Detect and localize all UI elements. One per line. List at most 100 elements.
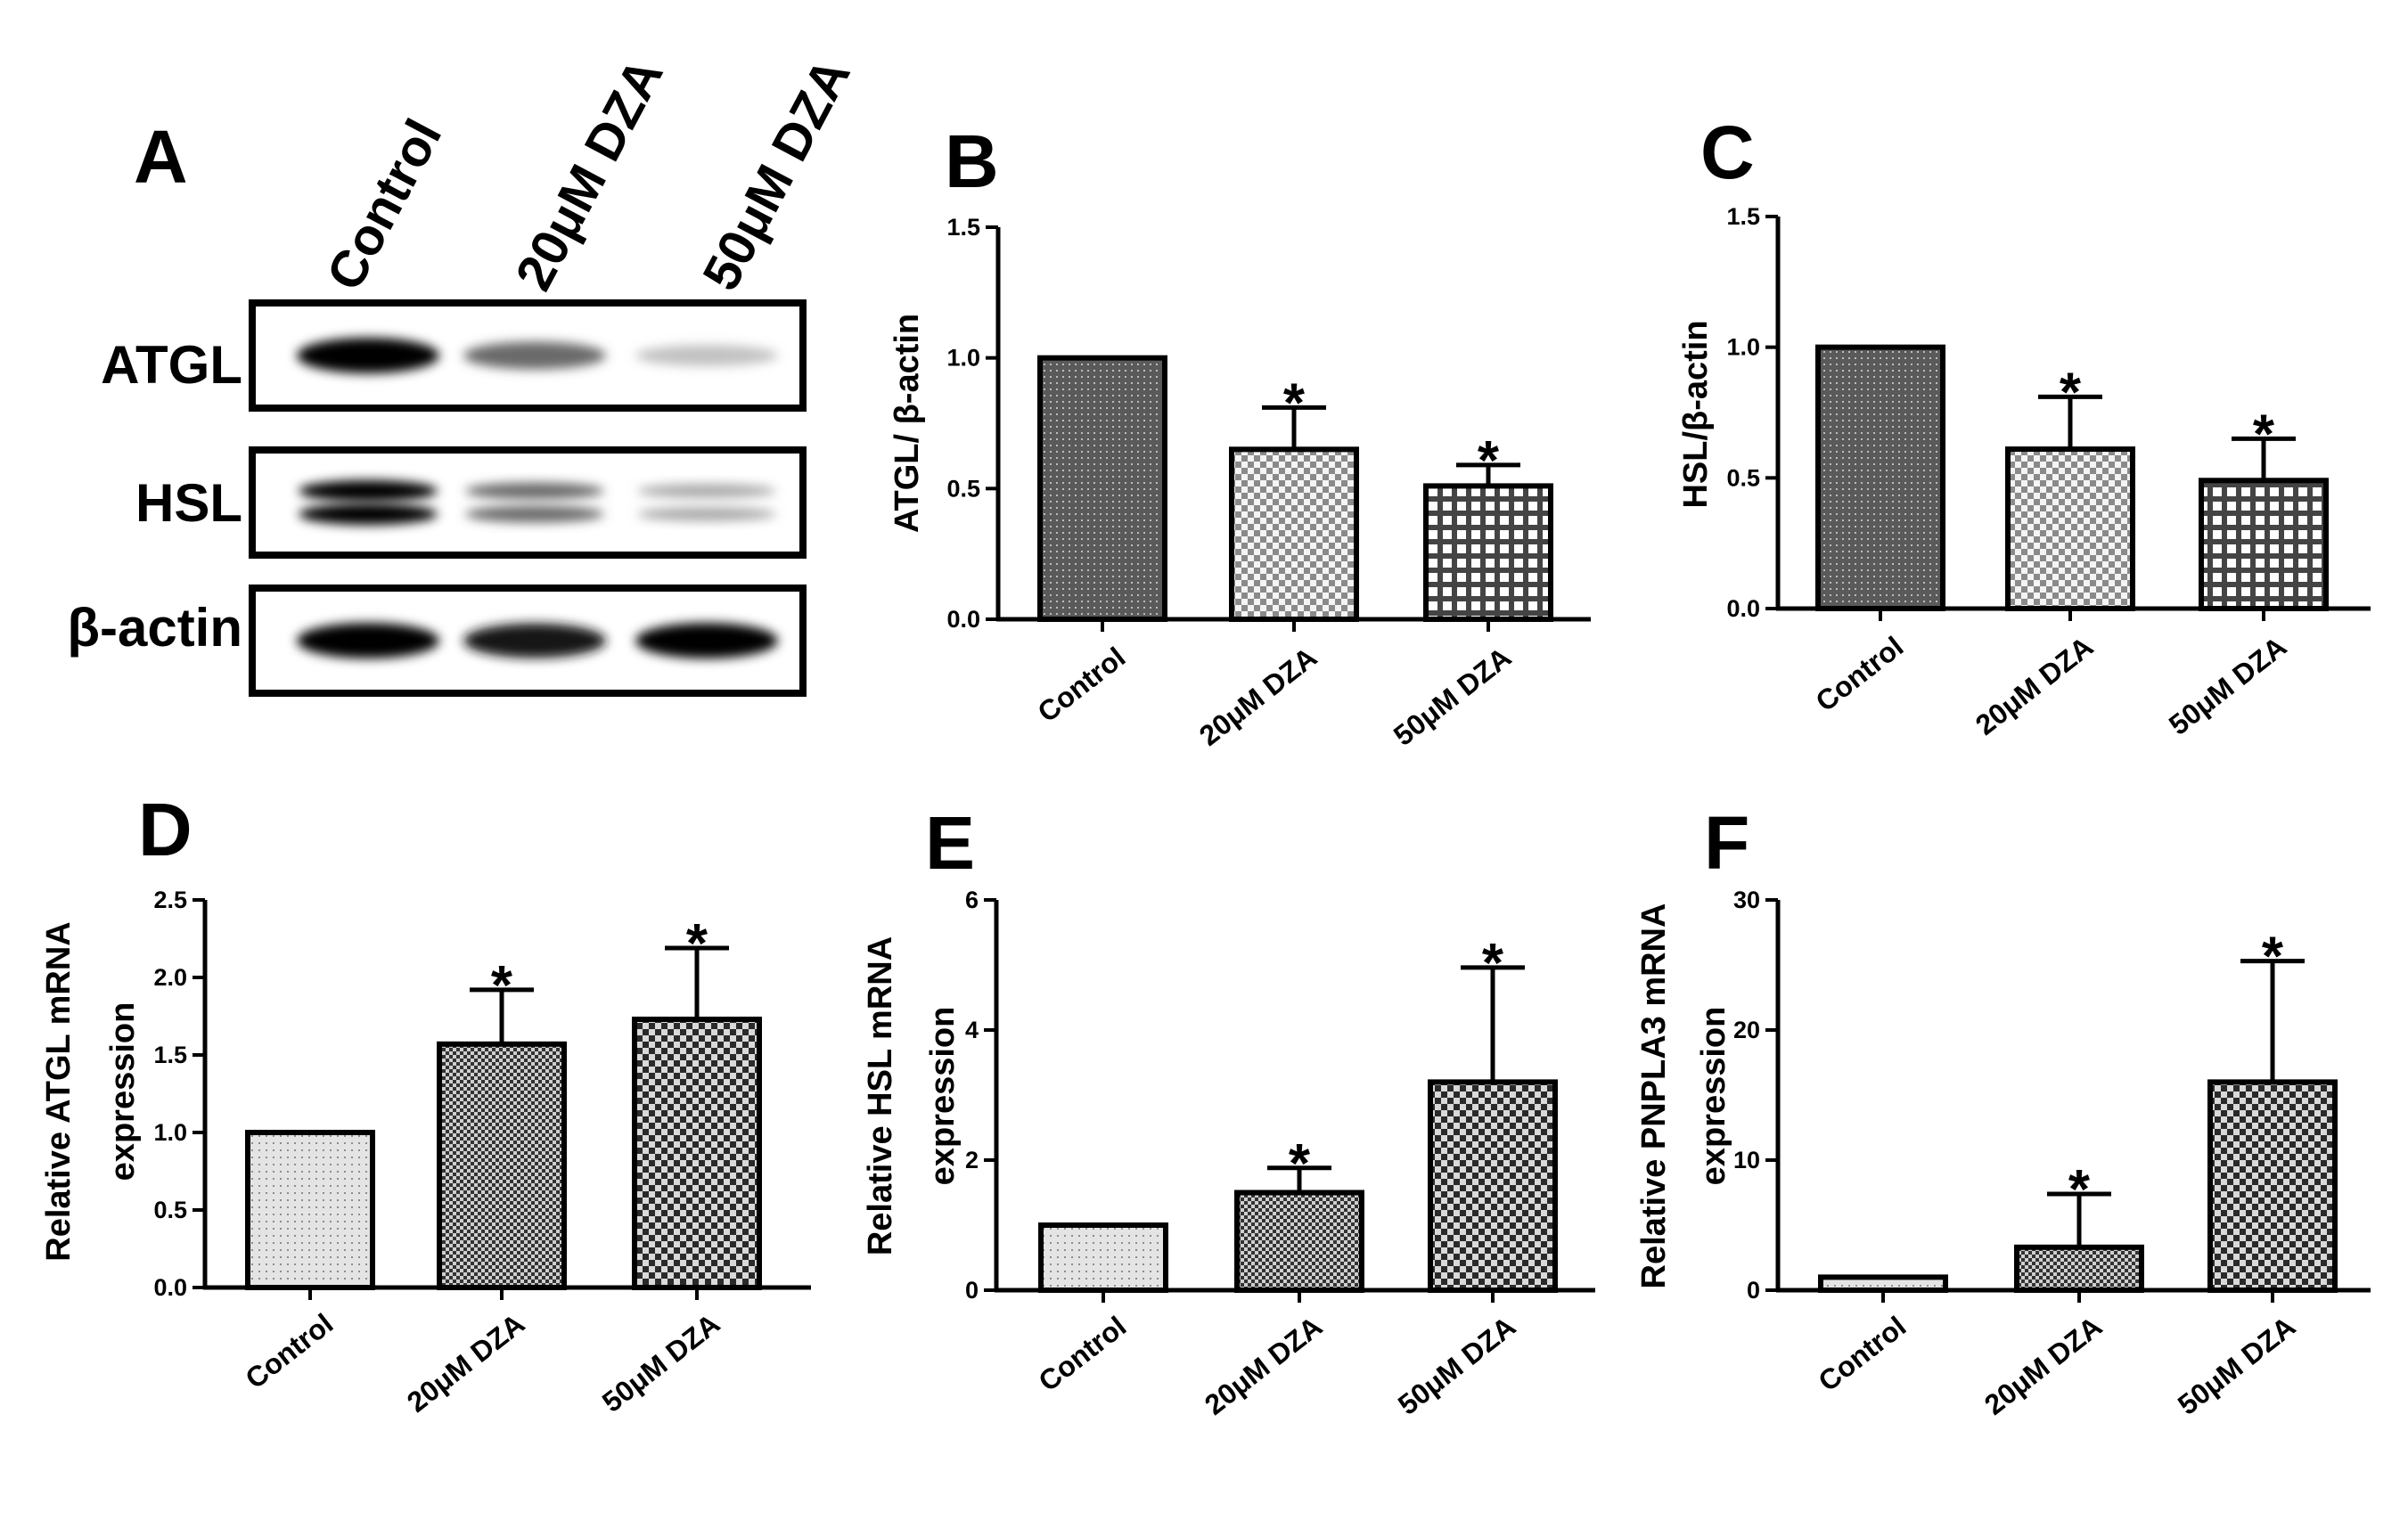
y-axis-label-line2: expression bbox=[1695, 1007, 1732, 1186]
category-label: Control bbox=[1813, 1310, 1912, 1397]
blot-band bbox=[635, 345, 778, 366]
significance-marker: * bbox=[2253, 404, 2275, 465]
y-tick-label: 0.5 bbox=[946, 475, 980, 502]
category-label: 50μM DZA bbox=[2163, 630, 2292, 741]
category-label: 50μM DZA bbox=[2172, 1310, 2301, 1421]
bar bbox=[1815, 344, 1945, 611]
bar bbox=[2199, 478, 2329, 611]
category-label: Control bbox=[240, 1307, 340, 1394]
y-tick-label: 0.5 bbox=[153, 1197, 187, 1223]
panel-letter-b: B bbox=[945, 119, 999, 203]
category-label: Control bbox=[1032, 641, 1132, 728]
significance-marker: * bbox=[1283, 372, 1306, 434]
blot-band bbox=[635, 623, 778, 658]
bar bbox=[2005, 446, 2135, 612]
category-label: 20μM DZA bbox=[1199, 1310, 1328, 1421]
category-label: Control bbox=[1033, 1310, 1133, 1397]
bar bbox=[1229, 446, 1359, 623]
significance-marker: * bbox=[2068, 1159, 2091, 1221]
panel-letter-d: D bbox=[138, 788, 192, 871]
chart-panel-b: B ATGL/ β-actin Control * 20μM DZA * 50μM DZA 0… bbox=[889, 119, 1591, 752]
row-label-actin: β-actin bbox=[67, 598, 242, 658]
y-tick-label: 1.0 bbox=[1726, 334, 1760, 361]
bar bbox=[2207, 1079, 2338, 1294]
y-tick-label: 1.0 bbox=[946, 345, 980, 372]
category-label: 20μM DZA bbox=[1193, 641, 1323, 752]
y-tick-label: 10 bbox=[1733, 1147, 1760, 1173]
blot-band bbox=[463, 341, 606, 370]
panel-letter-a: A bbox=[134, 115, 188, 199]
bar bbox=[1037, 355, 1167, 622]
y-axis-label: Relative HSL mRNA bbox=[862, 936, 899, 1255]
blot-panel: A Control 20μM DZA 50μM DZA ATGL HSL β-a… bbox=[67, 49, 862, 697]
y-tick-label: 1.5 bbox=[946, 214, 980, 241]
bar bbox=[1428, 1079, 1558, 1294]
y-axis-label-line2: expression bbox=[104, 1002, 142, 1181]
y-tick-label: 0.0 bbox=[153, 1274, 187, 1301]
lane-label-control: Control bbox=[315, 110, 453, 300]
bar bbox=[245, 1130, 375, 1290]
y-axis-label-line2: expression bbox=[924, 1007, 962, 1186]
blot-band bbox=[465, 482, 604, 500]
chart-panel-e: E Relative HSL mRNA expression Control * 20μM… bbox=[862, 801, 1595, 1421]
y-tick-label: 1.0 bbox=[153, 1119, 187, 1146]
y-tick-label: 0.5 bbox=[1726, 464, 1760, 491]
blot-band bbox=[463, 623, 606, 658]
y-axis-label: HSL/β-actin bbox=[1677, 320, 1715, 508]
y-tick-label: 2.5 bbox=[153, 887, 187, 913]
category-label: 50μM DZA bbox=[596, 1307, 725, 1418]
bar bbox=[437, 1041, 567, 1290]
chart-panel-c: C HSL/β-actin Control * 20μM DZA * 50μM DZA 0.0… bbox=[1677, 110, 2371, 741]
significance-marker: * bbox=[686, 913, 708, 975]
significance-marker: * bbox=[2060, 362, 2082, 423]
y-axis-label: ATGL/ β-actin bbox=[889, 314, 926, 533]
blot-rows bbox=[249, 299, 807, 697]
y-axis-label: Relative PNPLA3 mRNA bbox=[1635, 903, 1673, 1289]
blot-band bbox=[297, 338, 439, 373]
y-tick-label: 0.0 bbox=[1726, 595, 1760, 622]
y-tick-label: 6 bbox=[965, 887, 979, 913]
y-axis-label: Relative ATGL mRNA bbox=[40, 921, 78, 1261]
y-tick-label: 0.0 bbox=[946, 606, 980, 633]
category-label: 50μM DZA bbox=[1392, 1310, 1521, 1421]
bar bbox=[2014, 1244, 2144, 1293]
y-tick-label: 1.5 bbox=[1726, 203, 1760, 230]
bar bbox=[632, 1016, 762, 1290]
lane-label-20um: 20μM DZA bbox=[504, 49, 675, 299]
panel-letter-e: E bbox=[925, 801, 975, 885]
category-label: 20μM DZA bbox=[401, 1307, 530, 1418]
y-tick-label: 30 bbox=[1733, 887, 1760, 913]
y-tick-label: 0 bbox=[965, 1277, 979, 1304]
bar bbox=[1423, 483, 1553, 623]
y-tick-label: 20 bbox=[1733, 1017, 1760, 1043]
y-tick-label: 2 bbox=[965, 1147, 979, 1173]
row-label-hsl: HSL bbox=[135, 473, 242, 533]
lane-label-50um: 50μM DZA bbox=[692, 49, 862, 299]
category-label: 20μM DZA bbox=[1978, 1310, 2108, 1421]
blot-frame bbox=[249, 446, 807, 559]
chart-panel-d: D Relative ATGL mRNA expression Control * 20μ… bbox=[40, 788, 811, 1418]
significance-marker: * bbox=[1478, 430, 1500, 492]
blot-band bbox=[299, 479, 438, 503]
significance-marker: * bbox=[1289, 1133, 1311, 1195]
category-label: 50μM DZA bbox=[1388, 641, 1517, 752]
significance-marker: * bbox=[2262, 927, 2284, 988]
bar bbox=[1038, 1222, 1168, 1293]
panel-letter-f: F bbox=[1704, 801, 1749, 885]
blot-band bbox=[465, 505, 604, 523]
blot-band bbox=[299, 503, 438, 526]
row-label-atgl: ATGL bbox=[101, 335, 242, 395]
bar bbox=[1234, 1190, 1364, 1293]
panel-letter-c: C bbox=[1700, 110, 1755, 194]
blot-band bbox=[637, 484, 776, 498]
blot-band bbox=[297, 623, 439, 658]
y-tick-label: 0 bbox=[1747, 1277, 1760, 1304]
chart-panel-f: F Relative PNPLA3 mRNA expression Control * 2… bbox=[1635, 801, 2371, 1421]
category-label: Control bbox=[1810, 630, 1910, 717]
category-label: 20μM DZA bbox=[1970, 630, 2099, 741]
y-tick-label: 4 bbox=[965, 1017, 979, 1043]
blot-band bbox=[637, 507, 776, 521]
y-tick-label: 1.5 bbox=[153, 1042, 187, 1068]
significance-marker: * bbox=[1482, 933, 1504, 994]
